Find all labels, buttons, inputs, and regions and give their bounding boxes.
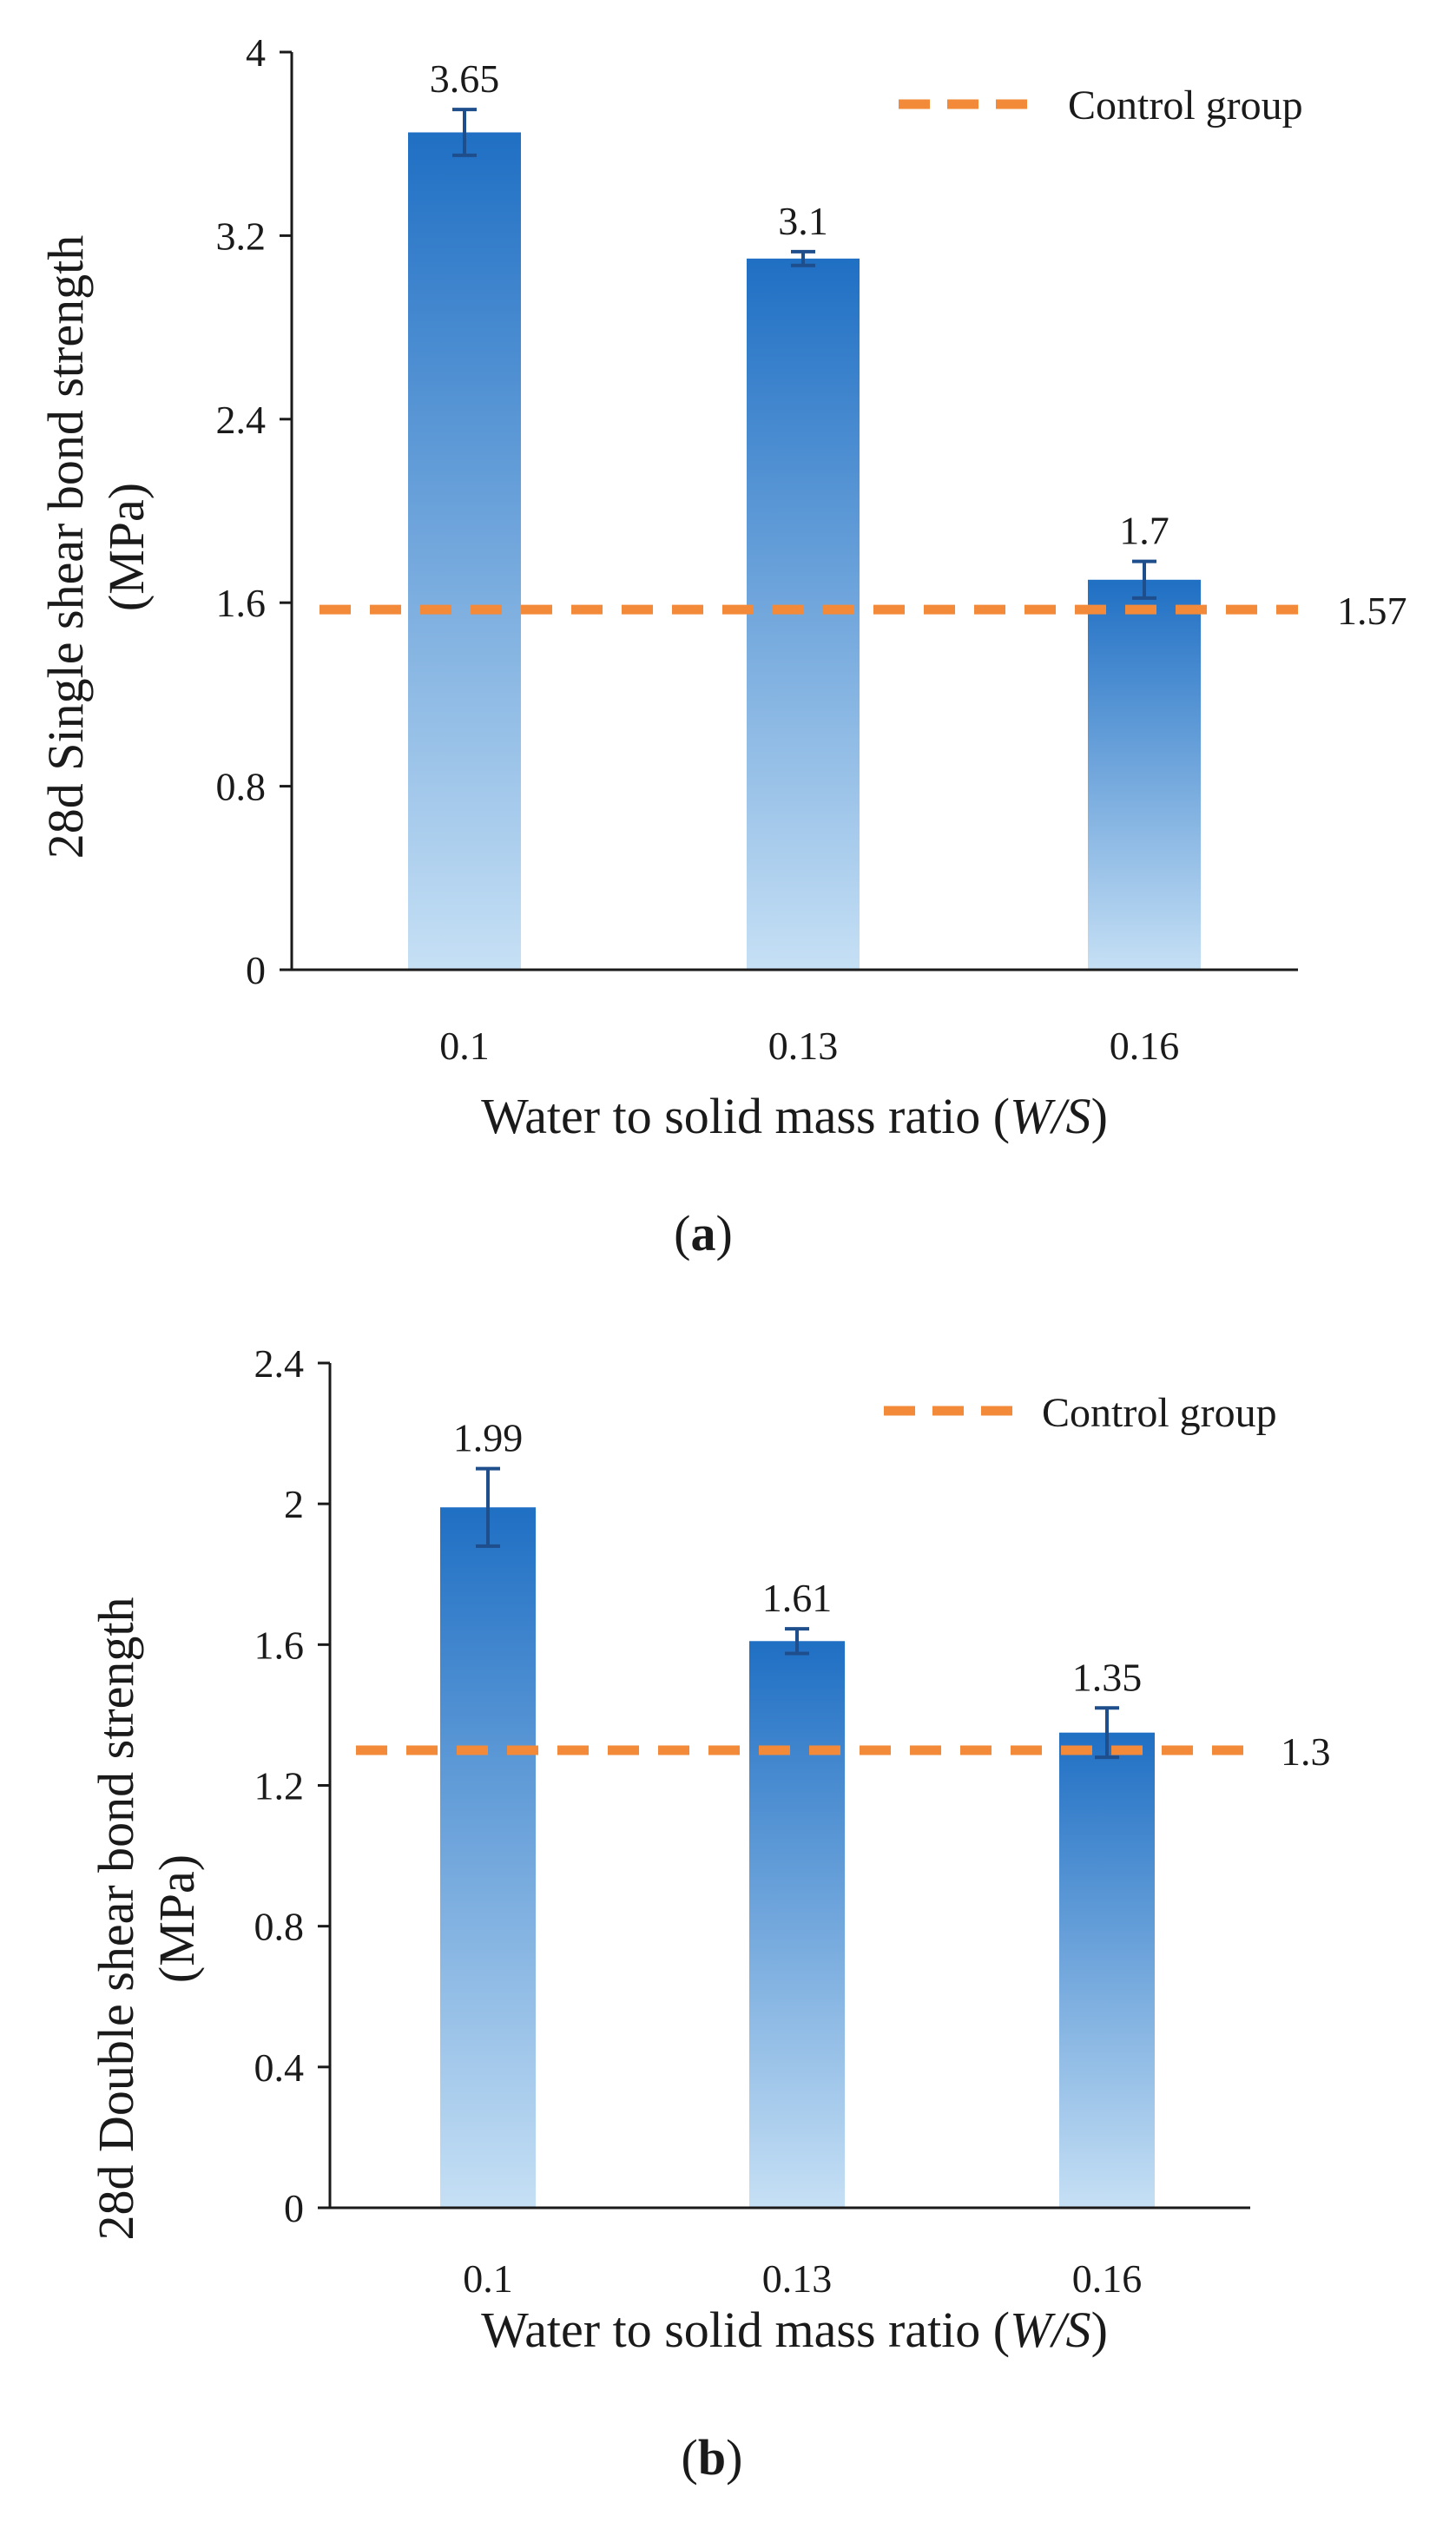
x-axis-title: Water to solid mass ratio (W/S) bbox=[481, 2302, 1108, 2358]
legend-label: Control group bbox=[1068, 82, 1303, 128]
bar-0.16 bbox=[1088, 579, 1201, 970]
y-tick-label: 2.4 bbox=[254, 1341, 305, 1386]
y-tick-label: 4 bbox=[246, 30, 266, 75]
y-axis-title-line1: 28d Single shear bond strength bbox=[37, 235, 94, 859]
x-category-label: 0.13 bbox=[768, 1024, 839, 1068]
y-axis-title-line1: 28d Double shear bond strength bbox=[88, 1597, 144, 2241]
legend: Control group bbox=[899, 82, 1303, 128]
data-label: 1.61 bbox=[762, 1576, 833, 1620]
y-tick-label: 2 bbox=[284, 1482, 304, 1526]
chart-panel-b: 28d Double shear bond strength (MPa) 0 0.… bbox=[88, 1341, 1331, 2486]
x-categories: 0.1 0.13 0.16 bbox=[439, 1024, 1179, 1068]
legend-label: Control group bbox=[1042, 1390, 1277, 1436]
data-label: 1.7 bbox=[1119, 509, 1169, 553]
y-ticks: 0 0.8 1.6 2.4 3.2 4 bbox=[216, 30, 292, 992]
error-bar bbox=[791, 249, 815, 267]
data-label: 3.1 bbox=[778, 199, 828, 243]
x-axis-title: Water to solid mass ratio (W/S) bbox=[481, 1088, 1108, 1144]
error-bar bbox=[1095, 1706, 1119, 1760]
y-tick-label: 1.6 bbox=[216, 581, 267, 625]
data-label: 3.65 bbox=[430, 56, 500, 101]
panel-caption: (a) bbox=[674, 1205, 733, 1261]
bar-0.13 bbox=[749, 1641, 845, 2208]
control-value-label: 1.57 bbox=[1337, 589, 1407, 633]
error-bar bbox=[452, 108, 477, 157]
bar-0.1 bbox=[408, 132, 521, 971]
data-label: 1.99 bbox=[453, 1416, 524, 1460]
data-label: 1.35 bbox=[1072, 1655, 1143, 1699]
error-bar bbox=[1132, 559, 1156, 600]
y-tick-label: 1.6 bbox=[254, 1623, 305, 1667]
x-category-label: 0.16 bbox=[1110, 1024, 1180, 1068]
x-category-label: 0.13 bbox=[762, 2256, 833, 2301]
y-tick-label: 0.8 bbox=[216, 765, 267, 809]
y-axis-title-line2: (MPa) bbox=[98, 483, 155, 611]
bar-0.16 bbox=[1059, 1732, 1155, 2208]
y-tick-label: 1.2 bbox=[254, 1764, 305, 1808]
y-tick-label: 0 bbox=[246, 948, 266, 992]
y-tick-label: 3.2 bbox=[216, 214, 267, 258]
y-axis-title-line2: (MPa) bbox=[148, 1854, 205, 1983]
error-bar bbox=[785, 1627, 809, 1656]
y-ticks: 0 0.4 0.8 1.2 1.6 2 2.4 bbox=[254, 1341, 330, 2230]
error-bar bbox=[476, 1466, 500, 1548]
y-tick-label: 2.4 bbox=[216, 398, 267, 442]
chart-panel-a: 28d Single shear bond strength (MPa) 0 0.… bbox=[37, 30, 1407, 1261]
x-category-label: 0.1 bbox=[439, 1024, 490, 1068]
bars: 1.99 1.61 1.35 bbox=[440, 1416, 1155, 2208]
x-category-label: 0.16 bbox=[1072, 2256, 1143, 2301]
legend: Control group bbox=[884, 1390, 1277, 1436]
y-tick-label: 0.8 bbox=[254, 1905, 305, 1949]
panel-caption: (b) bbox=[682, 2429, 743, 2486]
bar-0.1 bbox=[440, 1507, 536, 2208]
x-categories: 0.1 0.13 0.16 bbox=[463, 2256, 1142, 2301]
bars: 3.65 3.1 1.7 bbox=[408, 56, 1201, 971]
y-tick-label: 0.4 bbox=[254, 2045, 305, 2090]
x-category-label: 0.1 bbox=[463, 2256, 513, 2301]
y-tick-label: 0 bbox=[284, 2186, 304, 2230]
control-value-label: 1.3 bbox=[1281, 1729, 1331, 1774]
